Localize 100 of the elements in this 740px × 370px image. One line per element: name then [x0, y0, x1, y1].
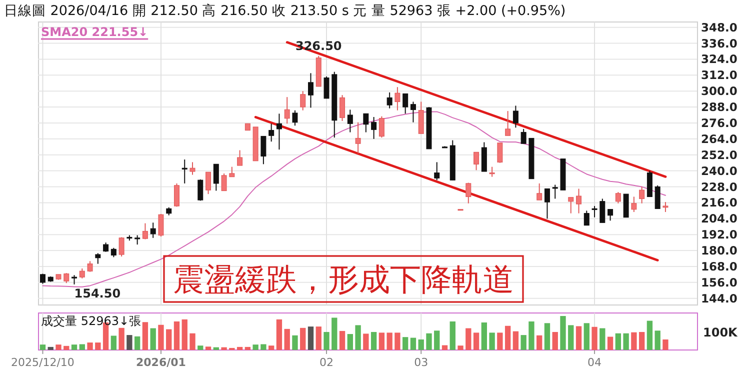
bar — [110, 336, 117, 350]
bar — [536, 335, 542, 350]
y-tick-label: 288.0 — [701, 100, 738, 114]
bar — [40, 344, 46, 350]
bar — [158, 324, 164, 350]
chart-title: 日線圖 2026/04/16 開 212.50 高 216.50 收 213.50 s 元 量 52963 張 +2.00 (+0.95%) — [4, 3, 566, 19]
bar — [520, 335, 526, 350]
y-tick-label: 276.0 — [701, 116, 738, 130]
bar — [95, 342, 101, 350]
bar — [434, 330, 440, 350]
bar — [504, 326, 511, 350]
bar — [87, 342, 93, 350]
bar — [316, 326, 322, 350]
bar — [489, 332, 495, 350]
chart-title: 成交量 52963↓張 — [41, 314, 142, 328]
bar — [576, 326, 582, 350]
y-tick-label: 144.0 — [701, 291, 738, 306]
y-tick-label: 168.0 — [701, 259, 738, 274]
bar — [284, 328, 290, 350]
bar — [166, 329, 172, 350]
y-tick-label: 192.0 — [701, 228, 738, 242]
bar — [221, 347, 227, 350]
bar — [332, 318, 338, 350]
y-tick-label: 252.0 — [701, 148, 738, 162]
bar — [79, 344, 85, 350]
annotation: 326.50 — [295, 38, 342, 53]
bar — [568, 325, 574, 350]
y-tick-label: 312.0 — [701, 68, 738, 82]
bar — [466, 328, 472, 350]
y-tick-label: 300.0 — [701, 84, 738, 98]
x-tick-label: 04 — [588, 356, 602, 369]
bar — [450, 321, 456, 350]
bar — [347, 334, 353, 350]
bar — [426, 333, 432, 350]
bar — [260, 344, 266, 350]
bar — [418, 339, 424, 350]
y-tick-label: 156.0 — [701, 275, 738, 290]
annotation: 154.50 — [74, 286, 121, 300]
bar — [646, 320, 653, 350]
bar — [442, 345, 448, 350]
bar — [56, 344, 62, 350]
bar — [544, 323, 550, 350]
y-tick-label: 336.0 — [701, 36, 738, 50]
bar — [394, 332, 400, 350]
bar — [190, 333, 196, 350]
bar — [236, 346, 243, 350]
x-tick-label: 2025/12/10 — [11, 356, 74, 369]
y-tick-label: 240.0 — [701, 164, 738, 178]
bar — [410, 338, 416, 350]
annotation: 震盪緩跌，形成下降軌道 — [173, 262, 514, 298]
bar — [182, 319, 188, 350]
bar — [600, 328, 606, 350]
bar — [458, 346, 464, 350]
bar — [268, 346, 274, 350]
bar — [252, 344, 258, 350]
bar — [300, 328, 306, 350]
bar — [662, 339, 668, 350]
bar — [552, 332, 558, 350]
bar — [134, 336, 140, 350]
bar — [481, 322, 488, 350]
bar — [324, 332, 330, 350]
x-tick-label: 03 — [414, 356, 428, 369]
bar — [528, 321, 534, 350]
bar — [126, 335, 132, 350]
x-tick-label: 02 — [320, 356, 334, 369]
bar — [198, 346, 204, 350]
bar — [363, 334, 369, 350]
bar — [497, 332, 503, 350]
bar — [174, 321, 180, 350]
bar — [150, 328, 156, 350]
y-tick-label: 348.0 — [701, 20, 738, 34]
bar — [638, 332, 645, 350]
bar — [308, 326, 314, 350]
bar — [118, 328, 124, 350]
y-tick-label: 228.0 — [701, 180, 738, 194]
y-tick-label: 204.0 — [701, 212, 738, 226]
bar — [276, 319, 282, 350]
x-tick-label: 2026/01 — [136, 356, 186, 369]
bar — [370, 332, 377, 350]
bar — [615, 333, 622, 350]
bar — [244, 346, 251, 350]
bar — [64, 346, 70, 350]
bar — [402, 337, 408, 350]
bar — [560, 316, 566, 350]
bar — [378, 332, 385, 350]
bar — [205, 346, 212, 350]
bar — [142, 322, 148, 350]
bar — [631, 332, 637, 350]
bar — [292, 335, 298, 350]
text: 100K — [703, 326, 738, 340]
y-tick-label: 264.0 — [701, 132, 738, 146]
bar — [473, 332, 480, 350]
bar — [654, 330, 660, 350]
bar — [584, 323, 590, 350]
bar — [48, 346, 54, 350]
y-tick-label: 180.0 — [701, 244, 738, 258]
bar — [592, 326, 598, 350]
bar — [71, 344, 78, 350]
bar — [623, 333, 629, 350]
text: SMA20 221.55↓ — [41, 25, 148, 39]
